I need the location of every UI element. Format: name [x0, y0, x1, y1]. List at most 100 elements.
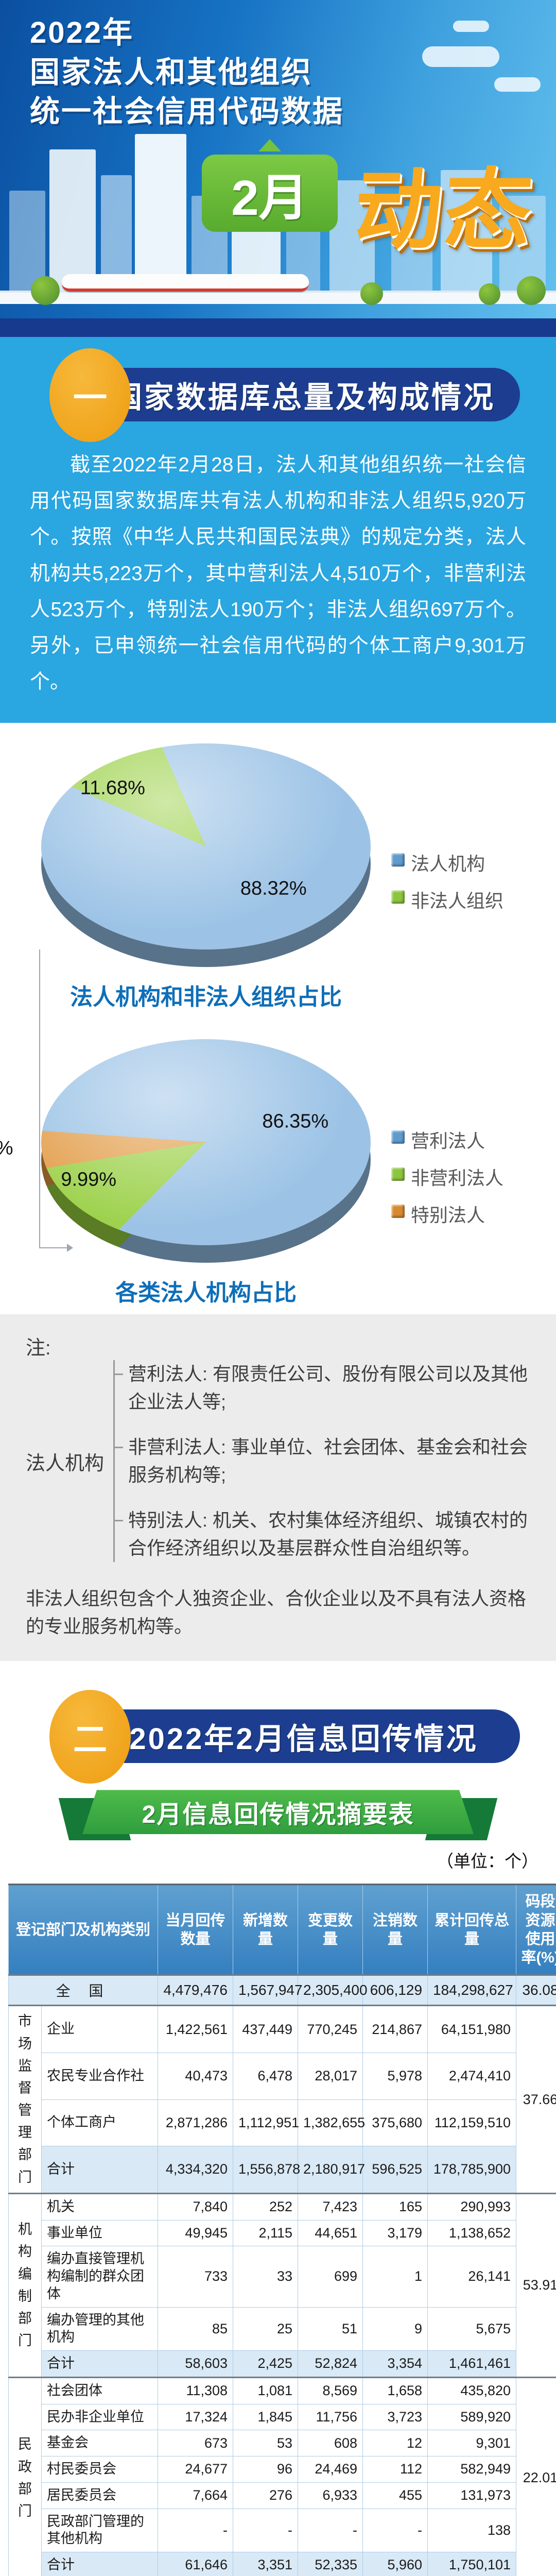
table-row: 民政部门 社会团体 11,308 1,081 8,569 1,658 435,820 22.0… [8, 2376, 556, 2576]
table-cell: 1,422,561 [158, 2005, 234, 2054]
table-cell: 437,449 [233, 2005, 299, 2054]
table-cell: 1,138,652 [427, 2219, 517, 2247]
cloud-icon [453, 21, 489, 32]
table-cell: 1,845 [233, 2403, 299, 2431]
category-label: 合计 [41, 2145, 159, 2194]
table-cell: 1,112,951 [233, 2099, 299, 2146]
row-label: 全 国 [8, 1974, 159, 2006]
table-header: 登记部门及机构类别 当月回传数量 新增数量 变更数量 注销数量 累计回传总量 码段资源使用率… [8, 1884, 556, 1976]
section1-header: 国家数据库总量及构成情况 一 [36, 348, 520, 442]
table-cell: 53 [233, 2430, 299, 2457]
category-label: 事业单位 [41, 2219, 159, 2247]
category-label: 基金会 [41, 2430, 159, 2457]
column-header: 累计回传总量 [427, 1884, 517, 1976]
table-row-national: 全 国 4,479,476 1,567,947 2,305,400 606,129 184… [8, 1974, 556, 2006]
table-cell: 26,141 [427, 2246, 517, 2308]
legend-item: 法人机构 [391, 849, 503, 876]
chart-title: 法人机构和非法人组织占比 [70, 985, 342, 1010]
cloud-icon [422, 46, 499, 67]
table-row: 村民委员会 24,677 96 24,469 112 582,949 [9, 2456, 556, 2483]
table-row: 合计 4,334,320 1,556,878 2,180,917 596,525 178,… [9, 2145, 556, 2194]
table-cell: - [298, 2508, 363, 2553]
table-cell: 138 [427, 2508, 517, 2553]
table-cell: 184,298,627 [427, 1974, 517, 2006]
column-header: 注销数量 [362, 1884, 428, 1976]
section1-title: 国家数据库总量及构成情况 [88, 368, 520, 421]
table-cell: 24,469 [298, 2456, 363, 2483]
rate-cell: 53.91 [516, 2192, 556, 2378]
column-header: 当月回传数量 [158, 1884, 234, 1976]
chart-legend: 法人机构 非法人组织 [391, 849, 503, 913]
table-cell: 770,245 [298, 2005, 363, 2054]
table-cell: 7,664 [158, 2482, 234, 2509]
table-cell: 131,973 [427, 2482, 517, 2509]
cloud-icon [494, 77, 541, 92]
category-label: 机关 [41, 2192, 159, 2221]
table-cell: 85 [158, 2307, 234, 2351]
table-cell: 2,474,410 [427, 2053, 517, 2100]
table-cell: 3,354 [362, 2350, 428, 2378]
category-label: 企业 [41, 2005, 159, 2054]
table-row: 基金会 673 53 608 12 9,301 [9, 2430, 556, 2457]
group-label: 民政部门 [8, 2376, 42, 2576]
overview-charts: 88.32% 11.68% 法人机构和非法人组织占比 法人机构 非法人组织 86.3… [0, 723, 556, 1315]
group-label: 机构编制部门 [8, 2192, 42, 2378]
table-cell: 17,324 [158, 2403, 234, 2431]
title-line3: 统一社会信用代码数据 [30, 95, 344, 129]
table-cell: 1,556,878 [233, 2145, 300, 2194]
pie-slice-label: 88.32% [240, 877, 307, 900]
table-cell: 290,993 [427, 2192, 517, 2221]
table-cell: 1,382,655 [298, 2099, 365, 2146]
table-cell: 5,978 [362, 2053, 428, 2100]
note-item: 营利法人: 有限责任公司、股份有限公司以及其他企业法人等; [115, 1360, 530, 1416]
table-cell: 112,159,510 [427, 2099, 517, 2146]
title-line2: 国家法人和其他组织 [30, 55, 313, 89]
table-row: 机构编制部门 机关 7,840 252 7,423 165 290,993 53.91 [8, 2192, 556, 2378]
category-label: 农民专业合作社 [41, 2053, 159, 2100]
note-item: 非营利法人: 事业单位、社会团体、基金会和社会服务机构等; [115, 1433, 530, 1489]
table-cell: 3,179 [362, 2219, 428, 2247]
section1-paragraph: 截至2022年2月28日，法人和其他组织统一社会信用代码国家数据库共有法人机构和… [30, 454, 526, 693]
table-cell: 2,871,286 [158, 2099, 234, 2146]
table-cell: 1,081 [233, 2376, 299, 2404]
table-cell: 2,180,917 [298, 2145, 365, 2194]
table-cell: 49,945 [158, 2219, 234, 2247]
summary-table-wrap: 登记部门及机构类别 当月回传数量 新增数量 变更数量 注销数量 累计回传总量 码段资源使用率… [0, 1884, 556, 2576]
table-cell: 8,569 [298, 2376, 363, 2404]
table-cell: 2,115 [233, 2219, 299, 2247]
table-body: 全 国 4,479,476 1,567,947 2,305,400 606,129 184… [8, 1974, 556, 2576]
building-shape [441, 170, 492, 304]
tree-icon [479, 283, 500, 305]
page-title: 2022年 国家法人和其他组织 统一社会信用代码数据 [0, 0, 556, 132]
table-cell: 5,960 [362, 2552, 428, 2576]
legend-label: 非营利法人 [411, 1167, 504, 1189]
table-cell: 9,301 [427, 2430, 517, 2457]
table-cell: 5,675 [427, 2307, 517, 2351]
table-cell: 582,949 [427, 2456, 517, 2483]
table-cell: 58,603 [158, 2350, 234, 2378]
table-row: 合计 61,646 3,351 52,335 5,960 1,750,101 [9, 2552, 556, 2576]
table-cell: 2,425 [233, 2350, 299, 2378]
table-cell: - [158, 2508, 234, 2553]
tree-icon [31, 276, 60, 305]
category-label: 合计 [41, 2350, 159, 2378]
pie-face [41, 1039, 371, 1246]
title-year: 2022年 [30, 16, 134, 49]
table-cell: 28,017 [298, 2053, 363, 2100]
rate-cell: 37.66 [516, 2005, 556, 2194]
tree-icon [517, 276, 546, 305]
table-cell: 25 [233, 2307, 299, 2351]
breakdown-connector-line [39, 950, 73, 1252]
legend-color-icon [391, 1205, 405, 1218]
section2-header-zone: 2022年2月信息回传情况 二 2月信息回传情况摘要表 （单位：个） [0, 1661, 556, 1884]
table-row: 居民委员会 7,664 276 6,933 455 131,973 [9, 2482, 556, 2509]
table-cell: - [362, 2508, 428, 2553]
category-label: 编办管理的其他机构 [41, 2307, 159, 2351]
table-cell: 375,680 [362, 2099, 428, 2146]
legend-label: 营利法人 [411, 1130, 485, 1152]
legend-color-icon [391, 890, 405, 904]
table-cell: 1 [362, 2246, 428, 2308]
table-cell: 606,129 [362, 1974, 428, 2006]
table-cell: 64,151,980 [427, 2005, 517, 2054]
table-cell: 435,820 [427, 2376, 517, 2404]
